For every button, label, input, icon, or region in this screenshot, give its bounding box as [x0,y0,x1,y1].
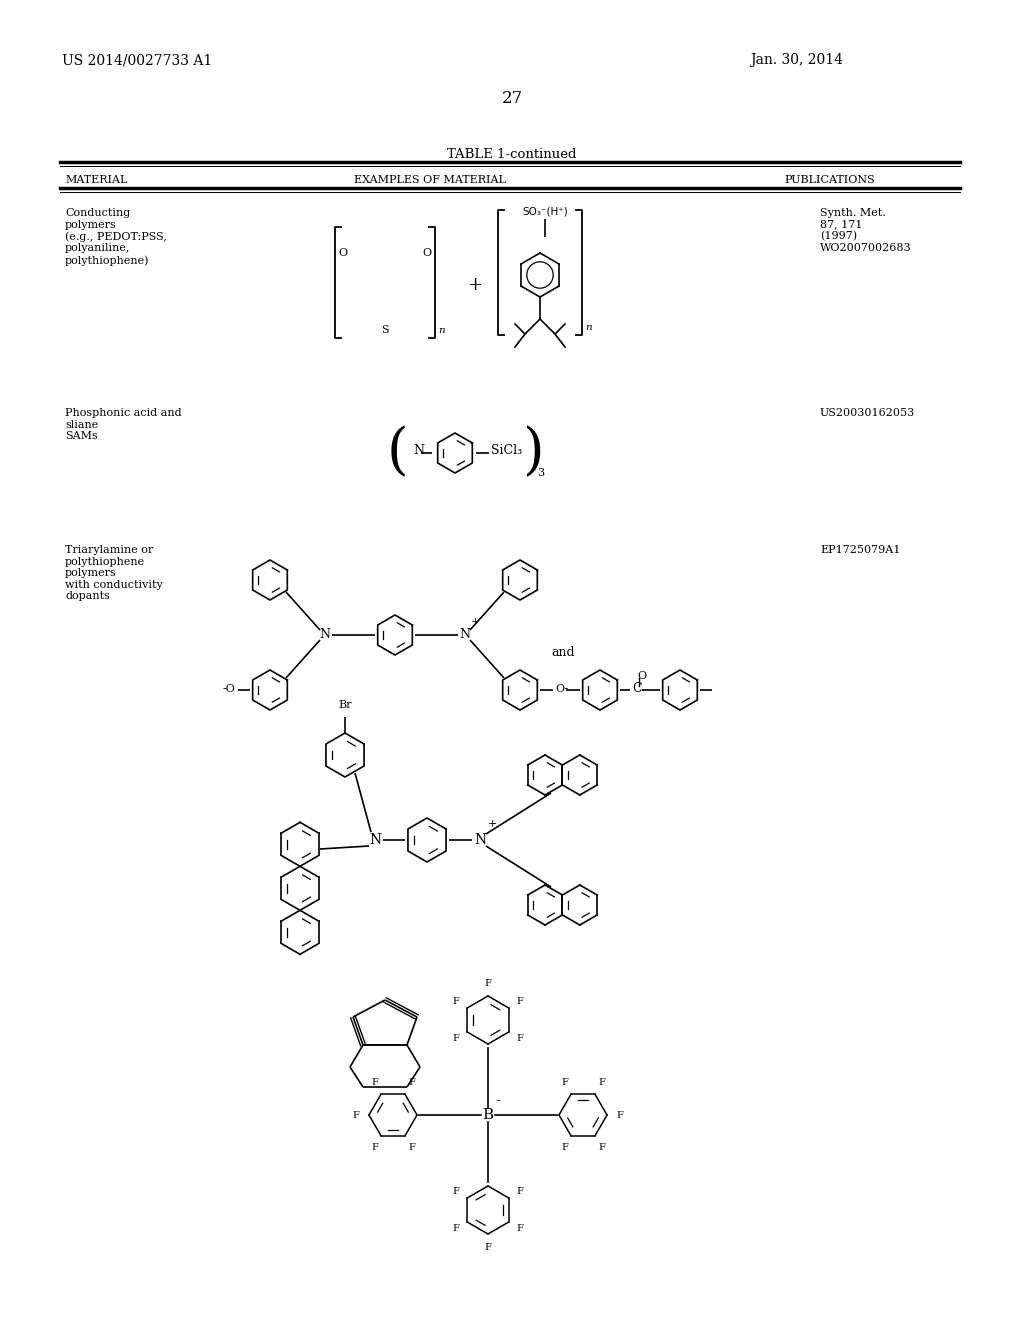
Text: F: F [453,1187,460,1196]
Text: F: F [598,1078,605,1088]
Text: N: N [319,628,331,642]
Text: EP1725079A1: EP1725079A1 [820,545,900,554]
Text: 27: 27 [502,90,522,107]
Text: N: N [369,833,381,847]
Text: +: + [471,616,479,626]
Text: Jan. 30, 2014: Jan. 30, 2014 [750,53,843,67]
Text: F: F [453,997,460,1006]
Text: O: O [423,248,431,257]
Text: F: F [408,1143,415,1151]
Text: F: F [408,1078,415,1088]
Text: O-: O- [555,684,568,694]
Text: SO₃⁻(H⁺): SO₃⁻(H⁺) [522,207,568,216]
Text: C: C [632,681,642,694]
Text: -O: -O [222,684,234,694]
Text: MATERIAL: MATERIAL [65,176,127,185]
Text: O: O [637,671,646,681]
Text: F: F [598,1143,605,1151]
Text: N: N [460,628,470,642]
Text: 3: 3 [538,469,545,478]
Text: Triarylamine or
polythiophene
polymers
with conductivity
dopants: Triarylamine or polythiophene polymers w… [65,545,163,602]
Text: Br: Br [338,700,352,710]
Text: F: F [561,1143,568,1151]
Text: F: F [371,1078,378,1088]
Text: F: F [484,978,492,987]
Text: Synth. Met.
87, 171
(1997)
WO2007002683: Synth. Met. 87, 171 (1997) WO2007002683 [820,209,911,253]
Text: n: n [585,323,592,333]
Text: F: F [616,1110,624,1119]
Text: F: F [516,1187,523,1196]
Text: +: + [468,276,482,294]
Text: F: F [453,1224,460,1233]
Text: and: and [551,645,574,659]
Text: N: N [474,833,486,847]
Text: US 2014/0027733 A1: US 2014/0027733 A1 [62,53,212,67]
Text: B: B [482,1107,494,1122]
Text: F: F [516,1034,523,1043]
Text: Phosphonic acid and
sliane
SAMs: Phosphonic acid and sliane SAMs [65,408,181,441]
Text: -: - [496,1094,501,1107]
Text: F: F [516,997,523,1006]
Text: F: F [371,1143,378,1151]
Text: S: S [381,325,389,335]
Text: F: F [453,1034,460,1043]
Text: ): ) [522,425,544,480]
Text: F: F [561,1078,568,1088]
Text: TABLE 1-continued: TABLE 1-continued [447,148,577,161]
Text: (: ( [386,425,408,480]
Text: n: n [438,326,444,335]
Text: US20030162053: US20030162053 [820,408,915,418]
Text: F: F [484,1242,492,1251]
Text: +: + [487,818,497,829]
Text: Conducting
polymers
(e.g., PEDOT:PSS,
polyaniline,
polythiophene): Conducting polymers (e.g., PEDOT:PSS, po… [65,209,167,265]
Text: F: F [352,1110,359,1119]
Text: N: N [413,445,424,458]
Text: SiCl₃: SiCl₃ [490,445,522,458]
Text: F: F [516,1224,523,1233]
Text: EXAMPLES OF MATERIAL: EXAMPLES OF MATERIAL [354,176,506,185]
Text: O: O [339,248,347,257]
Text: PUBLICATIONS: PUBLICATIONS [784,176,876,185]
